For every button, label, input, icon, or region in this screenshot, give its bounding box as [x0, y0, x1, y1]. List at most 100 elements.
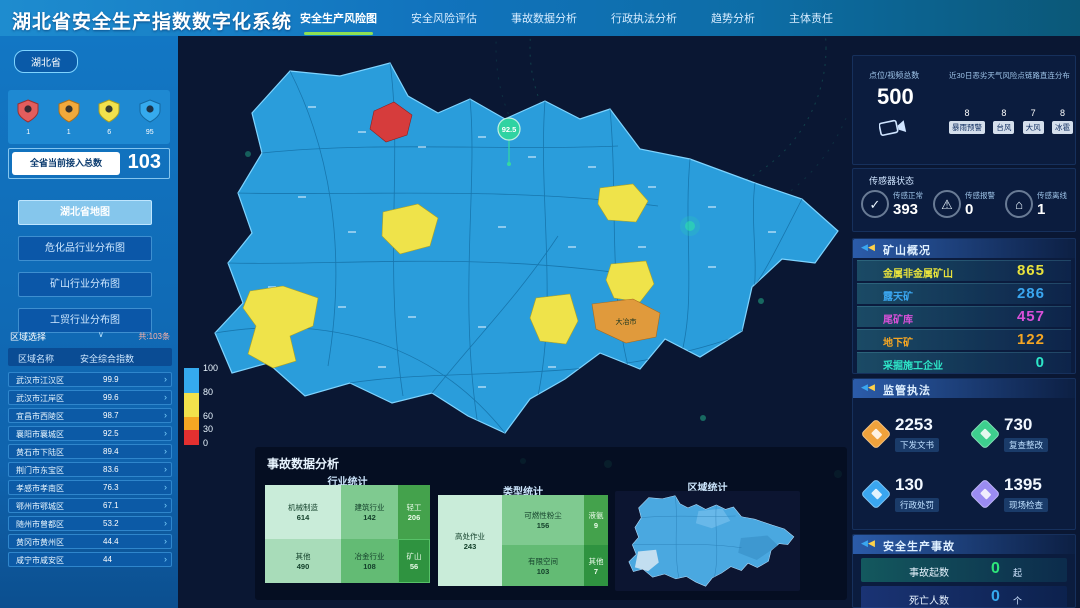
- row-region: 孝感市孝南区: [16, 484, 64, 493]
- district-yellow-risk-3[interactable]: [242, 285, 319, 369]
- district-yellow-risk-4[interactable]: [529, 293, 579, 345]
- table-row[interactable]: 宜昌市西陵区 98.7 ›: [8, 408, 172, 423]
- treemap-block[interactable]: 可燃性粉尘 156: [502, 495, 584, 545]
- home-icon: ⌂: [1005, 190, 1033, 218]
- treemap-block[interactable]: 机械制造 614: [265, 485, 341, 539]
- table-row[interactable]: 黄石市下陆区 89.4 ›: [8, 444, 172, 459]
- chevron-right-icon[interactable]: ›: [164, 446, 167, 456]
- table-row[interactable]: 武汉市江汉区 99.9 ›: [8, 372, 172, 387]
- app-title: 湖北省安全生产指数数字化系统: [12, 12, 293, 33]
- button-industry-distribution[interactable]: 工贸行业分布图: [18, 308, 152, 333]
- sensor-offline: ⌂ 传感离线 1: [1005, 190, 1067, 218]
- mine-row: 露天矿 286: [857, 283, 1071, 304]
- document-icon: [860, 418, 892, 450]
- treemap-block[interactable]: 矿山 56: [398, 539, 430, 583]
- chevron-right-icon[interactable]: ›: [164, 410, 167, 420]
- district-orange-risk[interactable]: [591, 298, 661, 344]
- province-pill-button[interactable]: 湖北省: [14, 50, 78, 73]
- tab-accident-analysis[interactable]: 事故数据分析: [511, 13, 577, 25]
- enforcement-panel-header: ◀ ◀ 监管执法: [853, 379, 1075, 398]
- chevron-right-icon[interactable]: ›: [164, 518, 167, 528]
- treemap-block[interactable]: 轻工 206: [398, 485, 430, 539]
- region-filter[interactable]: 区域选择 ∨ 共:103条: [10, 330, 170, 344]
- table-row[interactable]: 随州市曾都区 53.2 ›: [8, 516, 172, 531]
- chevron-right-icon[interactable]: ›: [164, 428, 167, 438]
- accident-count-row: 事故起数 0 起: [861, 558, 1067, 582]
- row-value: 76.3: [103, 483, 119, 492]
- shield-blue: 95: [139, 98, 161, 136]
- mine-row: 尾矿库 457: [857, 306, 1071, 327]
- treemap-block[interactable]: 液氨 9: [584, 495, 608, 545]
- industry-treemap-title: 行业统计: [327, 477, 368, 488]
- region-stat-title: 区域统计: [687, 483, 728, 494]
- weather-items: 8 暴雨预警 8 台风 7 大风 8 冰雹: [949, 108, 1073, 134]
- treemap-block[interactable]: 建筑行业 142: [341, 485, 398, 539]
- treemap-block[interactable]: 有限空间 103: [502, 545, 584, 586]
- table-row[interactable]: 武汉市江岸区 99.6 ›: [8, 390, 172, 405]
- row-region: 随州市曾都区: [16, 520, 64, 529]
- tab-main-responsibility[interactable]: 主体责任: [789, 13, 833, 25]
- mine-row: 地下矿 122: [857, 329, 1071, 350]
- app-header: 湖北省安全生产指数数字化系统 安全生产风险图 安全风险评估 事故数据分析 行政执…: [0, 0, 1080, 36]
- row-region: 黄石市下陆区: [16, 448, 64, 457]
- tab-risk-map[interactable]: 安全生产风险图: [300, 10, 377, 35]
- district-red-high-risk[interactable]: [369, 101, 413, 143]
- treemap-block[interactable]: 其他 7: [584, 545, 608, 586]
- video-total-label: 点位/视频总数: [869, 71, 920, 80]
- stat-admin-penalty: 130 行政处罚: [855, 464, 964, 524]
- district-yellow-risk-5[interactable]: [605, 260, 655, 303]
- access-total-label: 全省当前接入总数: [12, 152, 120, 175]
- table-row[interactable]: 襄阳市襄城区 92.5 ›: [8, 426, 172, 441]
- chevron-left-icon: ◀: [861, 538, 868, 548]
- button-hubei-map[interactable]: 湖北省地图: [18, 200, 152, 225]
- accident-panel-header: ◀ ◀ 安全生产事故: [853, 535, 1075, 554]
- table-row[interactable]: 鄂州市鄂城区 67.1 ›: [8, 498, 172, 513]
- sensor-alarm: ⚠ 传感报警 0: [933, 190, 995, 218]
- weather-item: 8 冰雹: [1051, 108, 1073, 134]
- button-mine-distribution[interactable]: 矿山行业分布图: [18, 272, 152, 297]
- row-region: 荆门市东宝区: [16, 466, 64, 475]
- chevron-right-icon[interactable]: ›: [164, 554, 167, 564]
- tab-trend-analysis[interactable]: 趋势分析: [711, 13, 755, 25]
- district-yellow-risk-1[interactable]: [381, 203, 439, 255]
- shield-count: 95: [145, 128, 154, 136]
- chevron-right-icon[interactable]: ›: [164, 482, 167, 492]
- legend-tick: 100: [203, 363, 219, 373]
- chevron-right-icon[interactable]: ›: [164, 500, 167, 510]
- tab-enforcement-analysis[interactable]: 行政执法分析: [611, 13, 677, 25]
- region-filter-label: 区域选择: [10, 332, 47, 342]
- treemap-block[interactable]: 高处作业 243: [438, 495, 502, 586]
- region-table-header: 区域名称 安全综合指数: [8, 348, 172, 366]
- accident-stats-title: 安全生产事故: [883, 541, 955, 553]
- province-shape[interactable]: [214, 62, 839, 434]
- chevron-right-icon[interactable]: ›: [164, 536, 167, 546]
- legend-seg-red: [184, 430, 199, 445]
- stat-site-inspection: 1395 现场检查: [964, 464, 1073, 524]
- table-row[interactable]: 黄冈市黄州区 44.4 ›: [8, 534, 172, 549]
- treemap-block[interactable]: 其他 490: [265, 539, 341, 583]
- map-score-marker[interactable]: 92.5: [497, 117, 521, 166]
- button-hazchem-distribution[interactable]: 危化品行业分布图: [18, 236, 152, 261]
- tab-risk-assessment[interactable]: 安全风险评估: [411, 13, 477, 25]
- chevron-right-icon[interactable]: ›: [164, 374, 167, 384]
- table-row[interactable]: 咸宁市咸安区 44 ›: [8, 552, 172, 567]
- row-region: 武汉市江汉区: [16, 376, 64, 385]
- chevron-right-icon[interactable]: ›: [164, 392, 167, 402]
- table-row[interactable]: 孝感市孝南区 76.3 ›: [8, 480, 172, 495]
- badge-icon: [969, 478, 1001, 510]
- hubei-province-map[interactable]: 大冶市 92.5: [178, 36, 848, 608]
- risk-level-shields: 1 1 6 95: [8, 90, 170, 144]
- video-camera-icon: [879, 119, 907, 136]
- district-yellow-risk-2[interactable]: [597, 183, 649, 223]
- shield-icon: [860, 478, 892, 510]
- table-row[interactable]: 荆门市东宝区 83.6 ›: [8, 462, 172, 477]
- row-region: 黄冈市黄州区: [16, 538, 64, 547]
- chevron-left-icon: ◀: [868, 538, 875, 548]
- death-count-row: 死亡人数 0 个: [861, 586, 1067, 608]
- region-mini-map[interactable]: [615, 491, 800, 591]
- chevron-right-icon[interactable]: ›: [164, 464, 167, 474]
- treemap-block[interactable]: 冶金行业 108: [341, 539, 398, 583]
- enforcement-panel-title: 监管执法: [883, 385, 931, 397]
- row-value: 92.5: [103, 429, 119, 438]
